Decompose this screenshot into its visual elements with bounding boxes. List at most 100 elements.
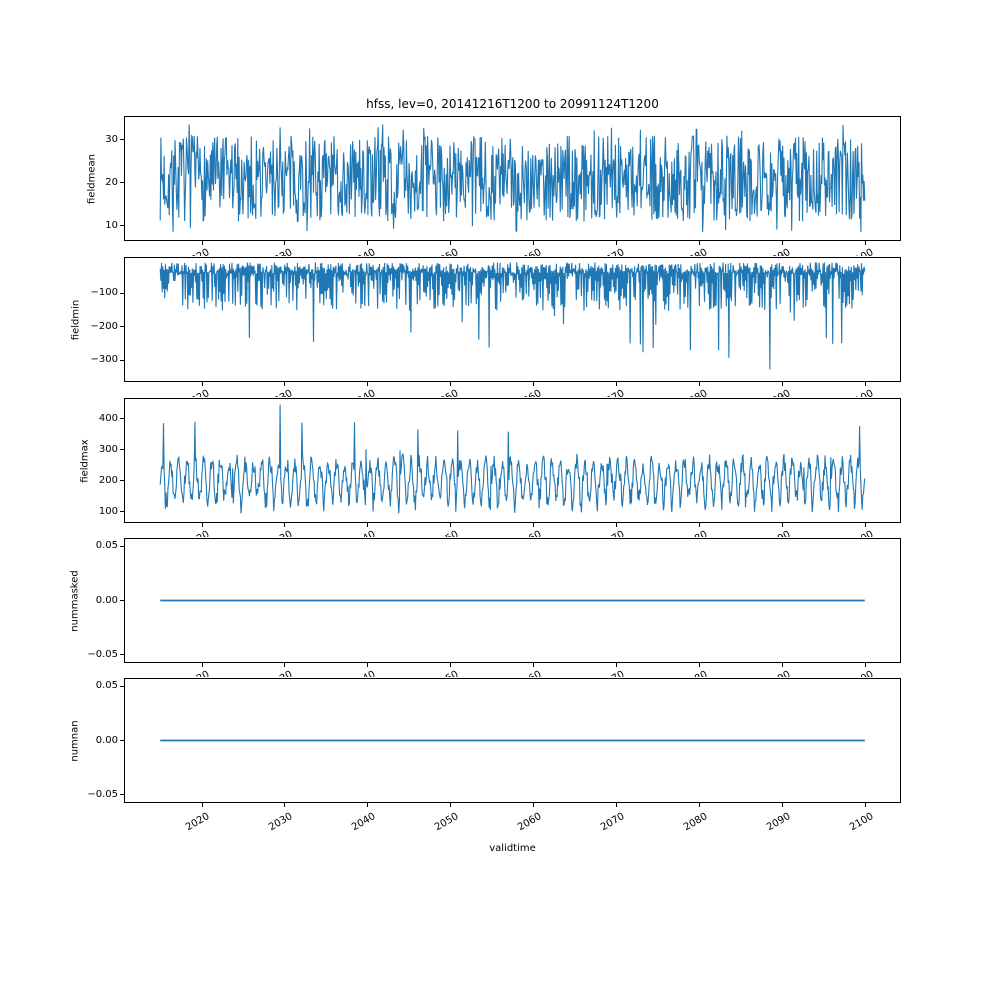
x-tick	[699, 523, 701, 527]
y-axis-label-numnan: numnan	[69, 719, 81, 762]
x-tick	[782, 523, 784, 527]
y-tick	[120, 794, 124, 796]
x-tick	[865, 663, 867, 667]
y-tick-label: 300	[98, 443, 118, 455]
chart-title: hfss, lev=0, 20141216T1200 to 20991124T1…	[366, 97, 659, 111]
x-tick	[367, 241, 369, 245]
x-tick	[782, 382, 784, 386]
x-tick	[533, 523, 535, 527]
x-tick-label: 2020	[33, 247, 212, 256]
x-tick	[699, 803, 701, 807]
y-tick	[120, 685, 124, 687]
series-line-fieldmean	[159, 124, 866, 233]
x-axis-tick-labels: 2020 2030 2040 2050 2060 2070 2080 2090 2100	[0, 803, 1000, 839]
x-tick	[782, 803, 784, 807]
series-line-fieldmin	[159, 262, 866, 370]
y-tick-label: 30	[105, 133, 118, 145]
x-tick	[533, 241, 535, 245]
x-tick	[616, 382, 618, 386]
x-tick	[450, 382, 452, 386]
y-tick-label: 10	[105, 219, 118, 231]
y-tick	[120, 225, 124, 227]
x-tick	[201, 382, 203, 386]
y-tick-label: 100	[98, 505, 118, 517]
x-tick	[782, 241, 784, 245]
y-tick	[120, 740, 124, 741]
subplot-fieldmax	[124, 398, 901, 523]
y-tick	[120, 292, 124, 294]
y-tick-label: −200	[90, 320, 118, 332]
y-axis-label-fieldmin: fieldmin	[70, 299, 82, 340]
series-line-nummasked	[160, 599, 865, 602]
y-tick-label: 0.00	[95, 734, 118, 746]
x-tick-label: 2020	[33, 669, 212, 677]
x-tick	[865, 523, 867, 527]
x-tick	[865, 382, 867, 386]
y-tick	[120, 511, 124, 513]
x-tick	[450, 663, 452, 667]
subplot-nummasked	[124, 538, 901, 663]
y-tick	[120, 545, 124, 547]
x-tick	[865, 803, 867, 807]
x-tick	[533, 803, 535, 807]
x-tick-label: 2020	[33, 529, 212, 537]
y-axis-label-nummasked: nummasked	[69, 569, 81, 632]
series-line-fieldmax	[159, 404, 866, 514]
y-tick-label: −0.05	[87, 788, 118, 800]
y-axis-label-fieldmean: fieldmean	[86, 153, 98, 204]
y-tick	[120, 418, 124, 420]
y-tick-label: 200	[98, 474, 118, 486]
x-tick	[616, 803, 618, 807]
x-tick	[284, 803, 286, 807]
x-tick	[367, 382, 369, 386]
subplot-numnan	[124, 678, 901, 803]
x-tick	[699, 241, 701, 245]
y-tick-label: 0.05	[95, 540, 118, 552]
x-tick	[201, 523, 203, 527]
x-tick	[284, 241, 286, 245]
y-tick-label: 0.05	[95, 680, 118, 692]
y-tick-label: −300	[90, 354, 118, 366]
x-tick	[782, 663, 784, 667]
x-tick	[699, 382, 701, 386]
x-tick	[616, 241, 618, 245]
subplot-fieldmin	[124, 257, 901, 382]
y-tick	[120, 654, 124, 656]
y-tick-label: 20	[105, 176, 118, 188]
x-axis-label: validtime	[489, 843, 536, 854]
x-tick	[201, 803, 203, 807]
y-tick-label: −100	[90, 287, 118, 299]
y-tick	[120, 139, 124, 141]
y-tick	[120, 326, 124, 328]
x-tick	[284, 382, 286, 386]
y-tick	[120, 359, 124, 361]
y-tick-label: 400	[98, 412, 118, 424]
y-tick	[120, 449, 124, 451]
x-tick	[699, 663, 701, 667]
x-tick	[450, 241, 452, 245]
x-tick-label: 2020	[33, 388, 212, 397]
x-tick	[616, 663, 618, 667]
y-axis-label-fieldmax: fieldmax	[79, 438, 91, 483]
x-tick	[367, 523, 369, 527]
y-tick	[120, 182, 124, 184]
subplot-fieldmean	[124, 116, 901, 241]
x-tick-label: 2020	[184, 811, 212, 834]
x-tick	[201, 663, 203, 667]
x-tick	[367, 663, 369, 667]
y-tick-label: 0.00	[95, 594, 118, 606]
x-tick	[201, 241, 203, 245]
x-tick	[450, 523, 452, 527]
series-line-numnan	[160, 739, 865, 742]
x-tick	[865, 241, 867, 245]
x-tick	[284, 523, 286, 527]
y-tick	[120, 600, 124, 601]
y-tick	[120, 480, 124, 482]
x-tick	[284, 663, 286, 667]
x-tick	[616, 523, 618, 527]
